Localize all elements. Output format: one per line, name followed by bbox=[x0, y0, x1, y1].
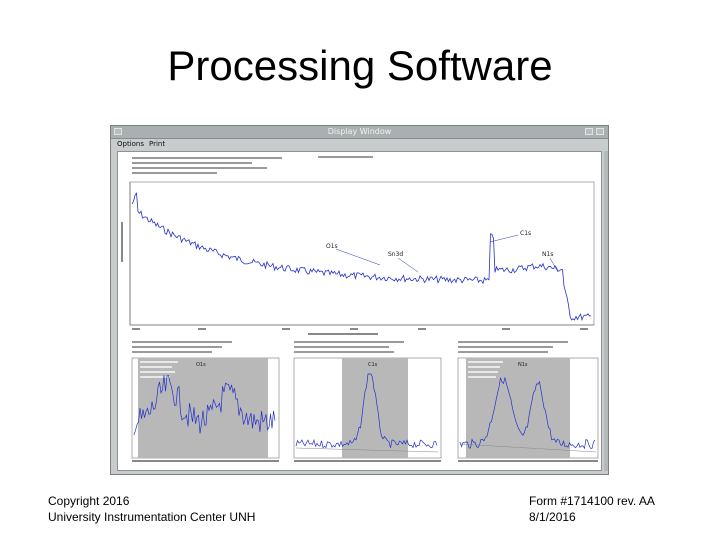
panel-n1s-line bbox=[459, 377, 596, 450]
maximize-button[interactable] bbox=[596, 128, 604, 135]
panel-c1s-line bbox=[295, 373, 438, 449]
survey-plot-frame bbox=[129, 181, 595, 326]
peak-label-sn3d: Sn3d bbox=[388, 251, 403, 258]
footer-right: Form #1714100 rev. AA 8/1/2016 bbox=[529, 493, 655, 525]
plot-canvas: O1s Sn3d C1s N1s bbox=[121, 156, 599, 462]
survey-peak-labels: O1s Sn3d C1s N1s bbox=[326, 230, 559, 273]
copyright-text: Copyright 2016 bbox=[48, 494, 130, 508]
panel-n1s: N1s bbox=[457, 357, 599, 462]
peak-label-n1s: N1s bbox=[542, 251, 553, 258]
peak-label-o1s: O1s bbox=[326, 243, 338, 250]
menu-print[interactable]: Print bbox=[149, 140, 166, 148]
peak-label-c1s: C1s bbox=[520, 230, 531, 237]
slide-title: Processing Software bbox=[167, 42, 553, 89]
window-menu-button[interactable] bbox=[114, 128, 122, 135]
date-text: 8/1/2016 bbox=[529, 510, 576, 524]
panel-n1s-label: N1s bbox=[518, 362, 528, 368]
plot-area: O1s Sn3d C1s N1s bbox=[117, 151, 602, 471]
panel-o1s-line bbox=[133, 375, 276, 436]
organization-text: University Instrumentation Center UNH bbox=[48, 510, 256, 524]
form-number-text: Form #1714100 rev. AA bbox=[529, 494, 655, 508]
panel-c1s: C1s bbox=[293, 357, 442, 462]
menu-options[interactable]: Options bbox=[117, 140, 145, 148]
survey-header-text bbox=[132, 156, 373, 174]
panel-c1s-label: C1s bbox=[368, 362, 378, 368]
panel-header-text bbox=[132, 341, 568, 353]
footer-left: Copyright 2016 University Instrumentatio… bbox=[48, 493, 255, 525]
panel-o1s: O1s bbox=[131, 357, 280, 462]
window-title: Display Window bbox=[327, 127, 392, 136]
window-titlebar: Display Window bbox=[111, 126, 608, 139]
survey-spectrum-line bbox=[131, 192, 592, 321]
display-window: Display Window Options Print bbox=[110, 125, 609, 475]
vertical-scrollbar[interactable] bbox=[604, 151, 608, 471]
menu-bar: Options Print bbox=[111, 139, 608, 150]
survey-axis-ticks bbox=[121, 182, 594, 335]
panel-o1s-label: O1s bbox=[196, 362, 206, 368]
minimize-button[interactable] bbox=[585, 128, 593, 135]
